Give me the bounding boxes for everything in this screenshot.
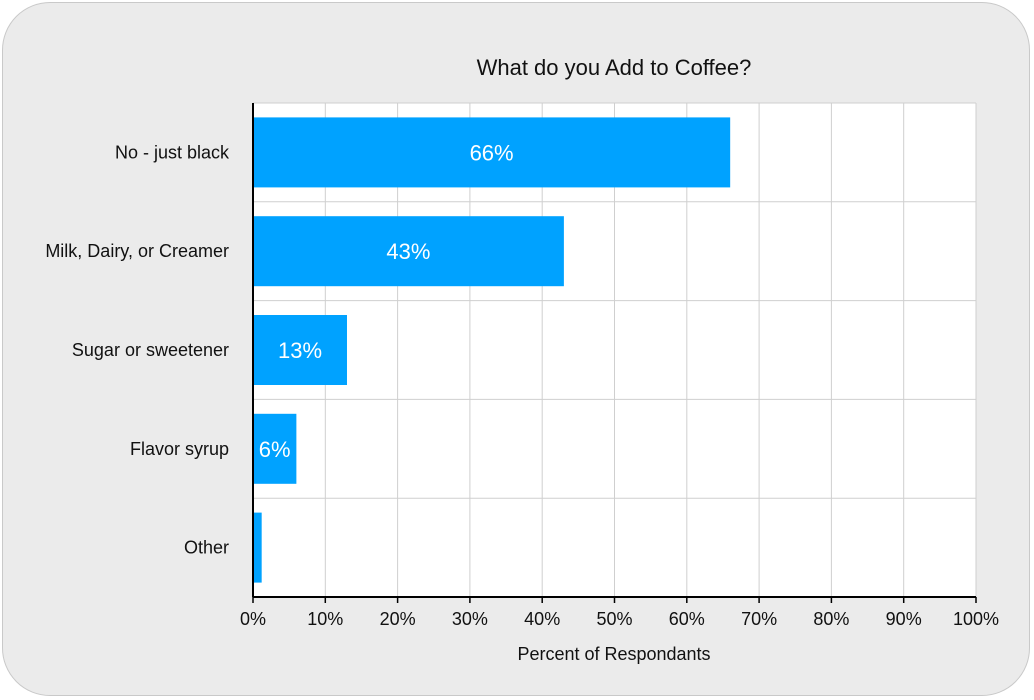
x-tick-label: 60% [669,609,705,629]
x-tick-label: 70% [741,609,777,629]
data-labels: 66% 43% 13% 6% [259,140,514,461]
category-label: Milk, Dairy, or Creamer [45,241,229,261]
bars [253,117,731,583]
category-label: Sugar or sweetener [72,340,229,360]
category-label: Flavor syrup [130,439,229,459]
data-label: 43% [386,239,430,264]
x-axis-title: Percent of Respondants [517,644,710,664]
data-label: 6% [259,437,291,462]
category-labels: No - just black Milk, Dairy, or Creamer Su… [45,142,230,557]
x-tick-label: 50% [596,609,632,629]
x-tick-labels: 0% 10% 20% 30% 40% 50% 60% 70% 80% 90% 100% [240,609,999,629]
bar [253,512,262,583]
category-label: No - just black [115,142,230,162]
bar [253,315,347,385]
bar [253,117,731,188]
x-tick-label: 30% [452,609,488,629]
x-tick-label: 0% [240,609,266,629]
category-label: Other [184,538,229,558]
x-tick-label: 40% [524,609,560,629]
x-tick-label: 100% [953,609,999,629]
x-tick-label: 20% [380,609,416,629]
bar [253,216,564,287]
x-tick-label: 90% [886,609,922,629]
data-label: 66% [470,140,514,165]
axes [252,103,977,603]
data-label: 13% [278,338,322,363]
chart-title: What do you Add to Coffee? [477,55,752,80]
bar [253,413,297,484]
x-tick-label: 10% [307,609,343,629]
x-tick-label: 80% [813,609,849,629]
